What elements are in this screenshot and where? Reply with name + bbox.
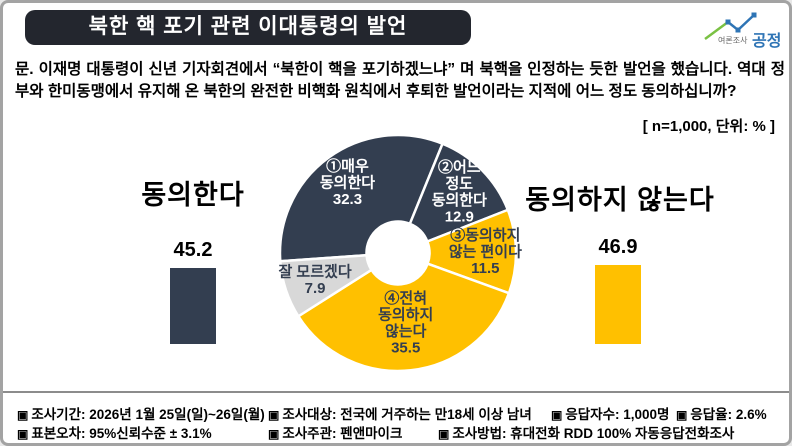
- square-bullet-icon: ▣: [17, 408, 29, 422]
- footer-item-survey-period: ▣ 조사기간: 2026년 1월 25일(일)~26일(월): [17, 407, 265, 422]
- agree-bar-group: 45.2: [148, 239, 238, 344]
- donut-chart: ①매우 동의한다 32.3 ②어느 정도 동의한다 12.9 ③동의하지 않는 편이다 11.5 ④…: [256, 126, 548, 388]
- square-bullet-icon: ▣: [676, 408, 688, 422]
- trend-line-icon: [704, 12, 757, 41]
- footer-item-respondents: ▣ 응답자수: 1,000명: [551, 407, 670, 422]
- sample-size-note: [ n=1,000, 단위: % ]: [642, 118, 775, 135]
- donut-segment-label: 잘 모르겠다 7.9: [278, 263, 351, 298]
- square-bullet-icon: ▣: [17, 427, 29, 441]
- square-bullet-icon: ▣: [438, 427, 450, 441]
- donut-segment-label: ①매우 동의한다 32.3: [320, 157, 375, 208]
- agree-group-label: 동의한다: [141, 180, 245, 210]
- logo-small-text: 여론조사: [718, 36, 748, 45]
- footer-item-survey-method: ▣ 조사방법: 휴대전화 RDD 100% 자동응답전화조사: [438, 426, 735, 441]
- footer-divider: [3, 391, 789, 393]
- page-title: 북한 핵 포기 관련 이대통령의 발언: [25, 10, 471, 45]
- disagree-bar: [595, 265, 641, 344]
- agree-bar: [170, 268, 216, 344]
- logo-brand-text: 공정: [752, 33, 782, 50]
- square-bullet-icon: ▣: [268, 427, 280, 441]
- pollster-logo: 여론조사 공정: [701, 11, 787, 50]
- disagree-group-label: 동의하지 않는다: [525, 185, 715, 215]
- disagree-bar-group: 46.9: [573, 236, 663, 344]
- footer-item-survey-agency: ▣ 조사주관: 펜앤마이크: [268, 426, 403, 441]
- donut-segment: [297, 262, 511, 373]
- donut-segment: [408, 142, 510, 243]
- square-bullet-icon: ▣: [551, 408, 563, 422]
- footer-item-survey-target: ▣ 조사대상: 전국에 거주하는 만18세 이상 남녀: [268, 407, 532, 422]
- donut-segment-label: ④전혀 동의하지 않는다 35.5: [378, 289, 433, 357]
- donut-segment: [279, 253, 373, 318]
- donut-segment-label: ②어느 정도 동의한다 12.9: [432, 158, 487, 226]
- footer-item-response-rate: ▣ 응답율: 2.6%: [676, 407, 767, 422]
- donut-segment: [278, 133, 444, 263]
- footer-item-sampling-error: ▣ 표본오차: 95%신뢰수준 ± 3.1%: [17, 426, 212, 441]
- disagree-value: 46.9: [598, 236, 638, 259]
- agree-value: 45.2: [173, 239, 213, 262]
- donut-segment-label: ③동의하지 않는 편이다 11.5: [449, 226, 522, 277]
- question-text: 문. 이재명 대통령이 신년 기자회견에서 “북한이 핵을 포기하겠느냐” 며 …: [15, 61, 785, 100]
- survey-meta-footer: ▣ 조사기간: 2026년 1월 25일(일)~26일(월) ▣ 조사대상: 전국에…: [3, 399, 789, 443]
- donut-segment: [426, 208, 518, 295]
- square-bullet-icon: ▣: [268, 408, 280, 422]
